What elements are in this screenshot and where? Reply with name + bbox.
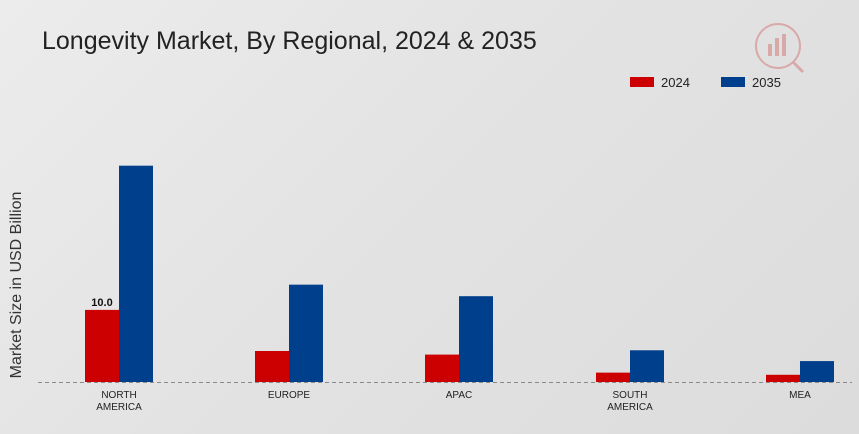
bar-2035-1: [289, 284, 323, 382]
bar-2035-4: [800, 361, 834, 382]
bar-2035-2: [459, 296, 493, 382]
legend-label-2035: 2035: [752, 75, 781, 90]
watermark-logo-icon: [755, 23, 805, 74]
legend-swatch-2024: [630, 77, 654, 87]
bar-2035-3: [630, 350, 664, 382]
x-tick-label: AMERICA: [607, 402, 653, 413]
x-tick-label: APAC: [446, 390, 473, 401]
legend-swatch-2035: [721, 77, 745, 87]
bar-2024-2: [425, 354, 459, 382]
data-label: 10.0: [91, 297, 112, 309]
x-tick-label: NORTH: [101, 390, 136, 401]
bar-2024-4: [766, 374, 800, 382]
chart-title: Longevity Market, By Regional, 2024 & 20…: [42, 27, 537, 55]
x-tick-label: MEA: [789, 390, 811, 401]
bar-2024-0: [85, 309, 119, 382]
x-tick-label: SOUTH: [613, 390, 648, 401]
legend-label-2024: 2024: [661, 75, 690, 90]
bar-2024-3: [596, 372, 630, 382]
bar-2035-0: [119, 165, 153, 382]
y-axis-label: Market Size in USD Billion: [8, 192, 25, 379]
bar-2024-1: [255, 350, 289, 382]
legend: 2024 2035: [630, 75, 781, 90]
x-tick-label: EUROPE: [268, 390, 311, 401]
x-tick-label: AMERICA: [96, 402, 142, 413]
